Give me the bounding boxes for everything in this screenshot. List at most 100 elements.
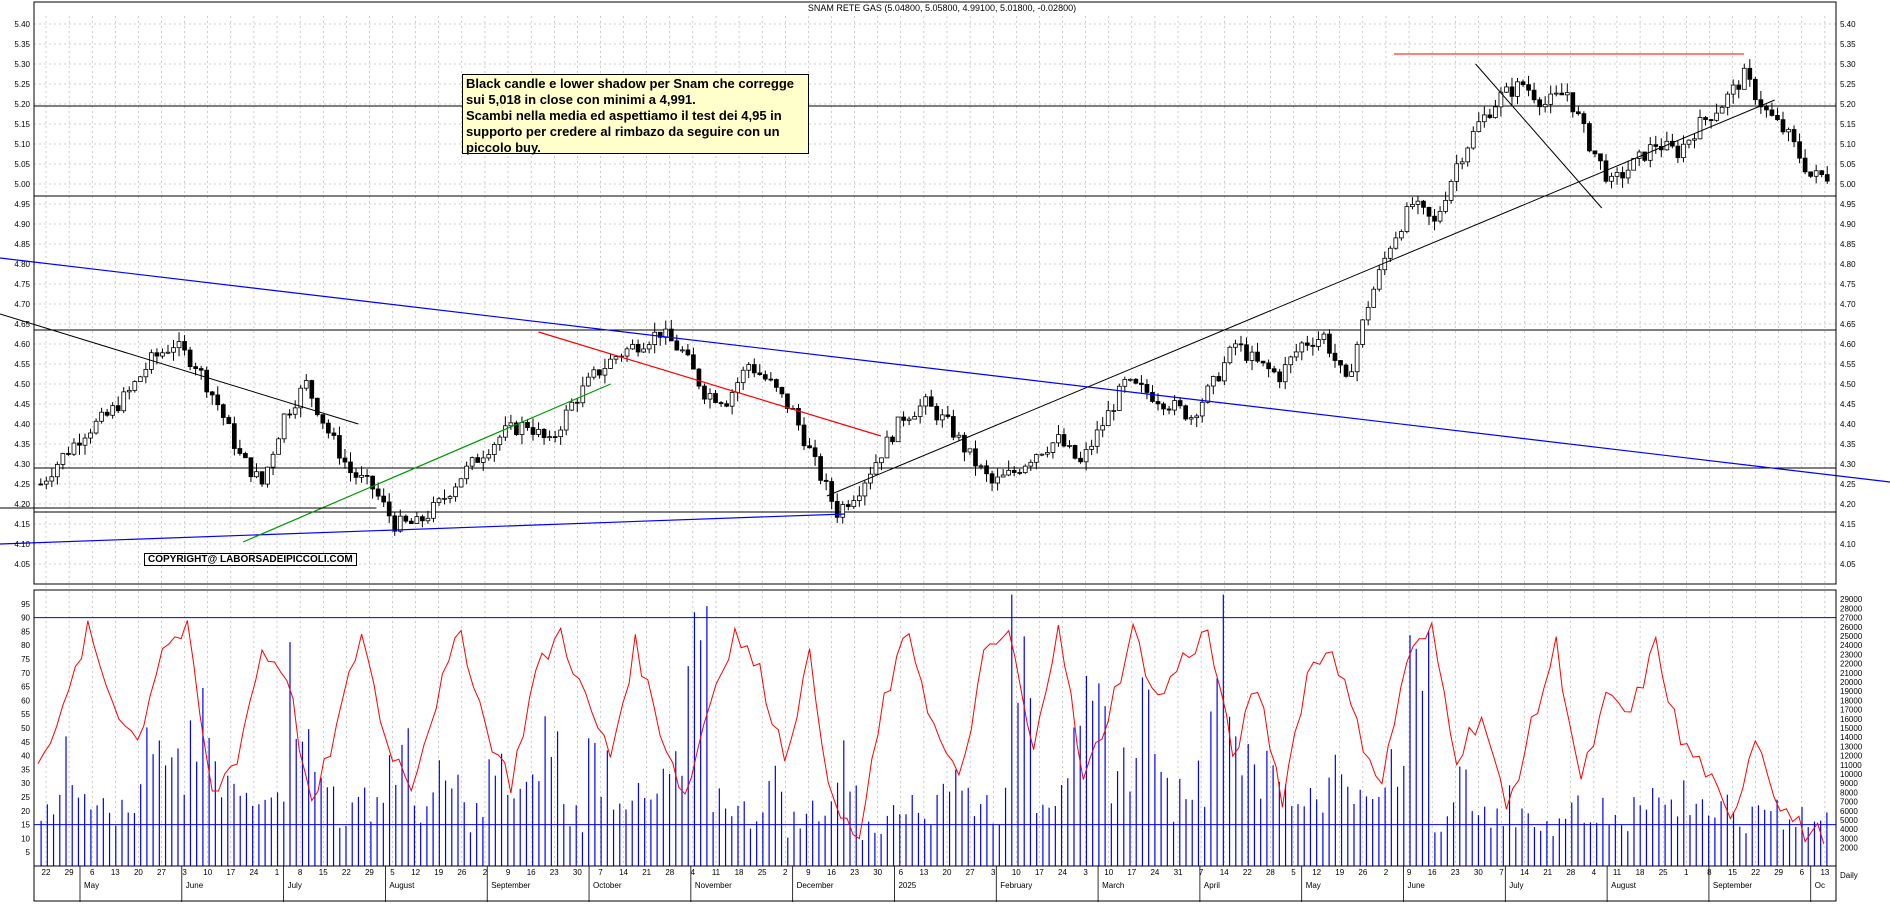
price-tick-label-right: 4.80 bbox=[1840, 260, 1856, 269]
candle-body bbox=[796, 408, 801, 426]
candle-body bbox=[1504, 86, 1509, 93]
candle-body bbox=[1819, 170, 1825, 175]
price-tick-label-right: 4.15 bbox=[1840, 520, 1856, 529]
candle-body bbox=[779, 386, 785, 395]
volume-tick-label: 10000 bbox=[1840, 770, 1863, 779]
candle-body bbox=[403, 515, 409, 522]
x-day-label: 12 bbox=[411, 868, 420, 877]
volume-tick-label: 5000 bbox=[1840, 816, 1858, 825]
candle-body bbox=[425, 517, 431, 522]
x-day-label: 3 bbox=[182, 868, 187, 877]
candle-body bbox=[801, 424, 807, 447]
candle-body bbox=[1360, 319, 1365, 345]
candle-body bbox=[198, 368, 204, 371]
candle-body bbox=[1365, 306, 1371, 321]
candle-body bbox=[1172, 400, 1177, 411]
oscillator-tick-label: 55 bbox=[21, 710, 30, 719]
candle-body bbox=[580, 385, 586, 404]
annotation-line: piccolo buy. bbox=[466, 140, 541, 155]
candle-body bbox=[1155, 401, 1161, 405]
x-day-label: 24 bbox=[249, 868, 258, 877]
x-day-label: 7 bbox=[598, 868, 603, 877]
x-day-label: 12 bbox=[1312, 868, 1321, 877]
candle-body bbox=[1327, 333, 1332, 354]
candle-body bbox=[1697, 117, 1703, 140]
price-panel-frame bbox=[33, 1, 1837, 585]
volume-tick-label: 15000 bbox=[1840, 724, 1863, 733]
candle-body bbox=[1056, 434, 1061, 444]
candle-body bbox=[1089, 445, 1094, 450]
x-day-label: 15 bbox=[319, 868, 328, 877]
x-day-label: 19 bbox=[434, 868, 443, 877]
candle-body bbox=[314, 397, 320, 416]
candle-body bbox=[1067, 445, 1072, 447]
candle-body bbox=[906, 418, 912, 421]
volume-tick-label: 12000 bbox=[1840, 752, 1863, 761]
candle-body bbox=[1520, 81, 1526, 86]
candle-body bbox=[890, 436, 895, 443]
candle-body bbox=[475, 457, 481, 463]
candle-body bbox=[630, 344, 635, 350]
candle-body bbox=[82, 437, 88, 446]
candle-body bbox=[281, 413, 287, 440]
x-day-label: 22 bbox=[42, 868, 51, 877]
volume-tick-label: 26000 bbox=[1840, 623, 1863, 632]
candle-body bbox=[1260, 360, 1266, 364]
candle-body bbox=[829, 481, 835, 502]
candle-body bbox=[1515, 81, 1520, 97]
x-day-label: 27 bbox=[966, 868, 975, 877]
candle-body bbox=[597, 369, 602, 376]
candle-body bbox=[436, 498, 442, 503]
volume-tick-label: 25000 bbox=[1840, 632, 1863, 641]
candle-body bbox=[464, 465, 469, 480]
price-tick-label: 4.15 bbox=[14, 520, 30, 529]
x-day-label: 9 bbox=[506, 868, 511, 877]
oscillator-tick-label: 10 bbox=[21, 834, 30, 843]
volume-tick-label: 6000 bbox=[1840, 807, 1858, 816]
x-day-label: 28 bbox=[665, 868, 674, 877]
candle-body bbox=[49, 476, 55, 482]
x-month-label: August bbox=[389, 881, 415, 890]
x-day-label: 16 bbox=[1428, 868, 1437, 877]
x-day-label: 24 bbox=[1058, 868, 1067, 877]
candle-body bbox=[1227, 346, 1233, 364]
candle-body bbox=[1548, 93, 1554, 105]
candle-body bbox=[1338, 360, 1343, 366]
annotation-line: supporto per credere al rimbazo da segui… bbox=[466, 124, 780, 139]
x-month-label: April bbox=[1204, 881, 1220, 890]
price-tick-label-right: 5.35 bbox=[1840, 40, 1856, 49]
oscillator-tick-label: 50 bbox=[21, 724, 30, 733]
candle-body bbox=[613, 356, 619, 360]
price-tick-label: 4.55 bbox=[14, 360, 30, 369]
candle-body bbox=[1780, 119, 1786, 133]
oscillator-tick-label: 60 bbox=[21, 696, 30, 705]
candle-body bbox=[209, 391, 215, 396]
candle-body bbox=[420, 516, 425, 522]
price-tick-label-right: 5.00 bbox=[1840, 180, 1856, 189]
candle-body bbox=[1725, 93, 1731, 108]
oscillator-tick-label: 20 bbox=[21, 807, 30, 816]
candle-body bbox=[1625, 169, 1631, 179]
candle-body bbox=[137, 376, 143, 382]
candle-body bbox=[1493, 106, 1498, 118]
candle-body bbox=[204, 369, 210, 393]
candle-body bbox=[823, 479, 829, 482]
x-day-label: 13 bbox=[919, 868, 928, 877]
candle-body bbox=[375, 488, 381, 497]
candle-body bbox=[514, 422, 519, 436]
candle-body bbox=[547, 436, 552, 439]
x-day-label: 22 bbox=[342, 868, 351, 877]
candle-body bbox=[486, 454, 492, 459]
x-day-label: 5 bbox=[390, 868, 395, 877]
candle-body bbox=[1321, 333, 1327, 340]
candle-body bbox=[1476, 121, 1482, 132]
oscillator-tick-label: 85 bbox=[21, 627, 30, 636]
candle-body bbox=[1288, 356, 1294, 366]
x-day-label: 26 bbox=[457, 868, 466, 877]
candle-body bbox=[962, 434, 967, 453]
x-day-label: 10 bbox=[1104, 868, 1113, 877]
x-day-label: 21 bbox=[642, 868, 651, 877]
price-tick-label: 5.10 bbox=[14, 140, 30, 149]
candle-body bbox=[1083, 448, 1089, 463]
candle-body bbox=[785, 393, 790, 409]
